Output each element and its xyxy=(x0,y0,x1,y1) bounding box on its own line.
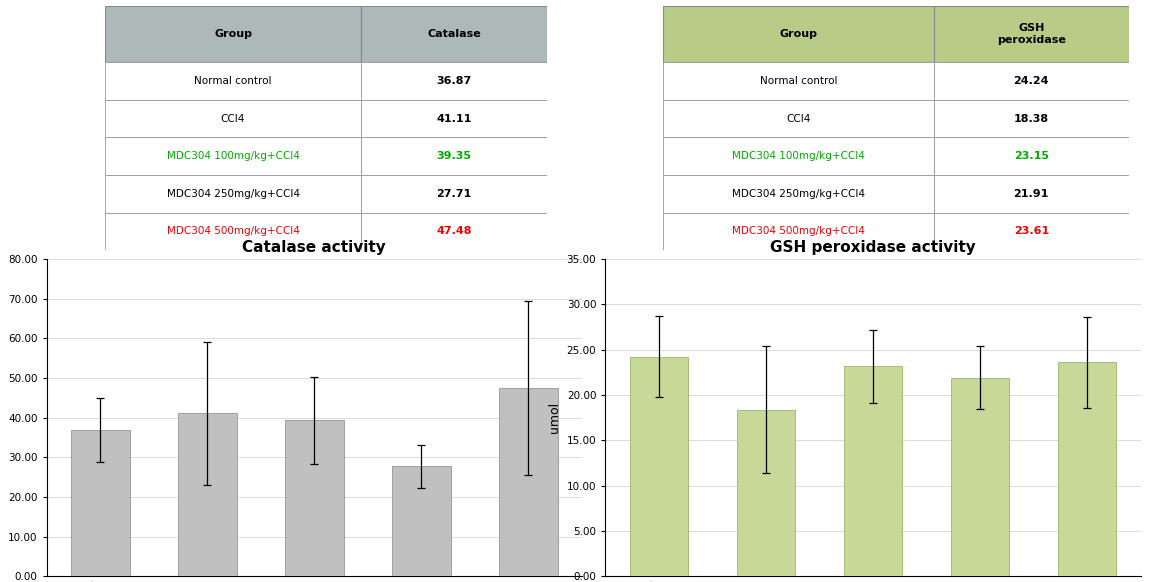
Text: Normal control: Normal control xyxy=(760,76,837,86)
FancyBboxPatch shape xyxy=(934,100,1129,137)
FancyBboxPatch shape xyxy=(361,137,547,175)
Bar xyxy=(844,367,902,576)
Text: GSH
peroxidase: GSH peroxidase xyxy=(996,23,1066,45)
FancyBboxPatch shape xyxy=(105,6,361,62)
Text: 41.11: 41.11 xyxy=(436,113,471,123)
Text: 23.61: 23.61 xyxy=(1014,226,1049,236)
Text: 24.24: 24.24 xyxy=(1014,76,1049,86)
Text: 36.87: 36.87 xyxy=(436,76,471,86)
FancyBboxPatch shape xyxy=(663,212,934,250)
Text: MDC304 100mg/kg+CCl4: MDC304 100mg/kg+CCl4 xyxy=(732,151,865,161)
Text: 47.48: 47.48 xyxy=(436,226,471,236)
FancyBboxPatch shape xyxy=(105,100,361,137)
Bar xyxy=(71,430,129,576)
Bar xyxy=(951,378,1009,576)
FancyBboxPatch shape xyxy=(934,62,1129,100)
Bar xyxy=(499,388,558,576)
Text: MDC304 500mg/kg+CCl4: MDC304 500mg/kg+CCl4 xyxy=(166,226,299,236)
Text: 21.91: 21.91 xyxy=(1014,189,1049,199)
FancyBboxPatch shape xyxy=(663,137,934,175)
Text: MDC304 250mg/kg+CCl4: MDC304 250mg/kg+CCl4 xyxy=(732,189,865,199)
Title: GSH peroxidase activity: GSH peroxidase activity xyxy=(771,240,975,255)
FancyBboxPatch shape xyxy=(361,62,547,100)
FancyBboxPatch shape xyxy=(105,62,361,100)
FancyBboxPatch shape xyxy=(361,175,547,212)
Text: MDC304 100mg/kg+CCl4: MDC304 100mg/kg+CCl4 xyxy=(166,151,299,161)
Text: CCl4: CCl4 xyxy=(787,113,810,123)
Bar xyxy=(737,410,795,576)
FancyBboxPatch shape xyxy=(934,212,1129,250)
FancyBboxPatch shape xyxy=(663,62,934,100)
Text: 18.38: 18.38 xyxy=(1014,113,1049,123)
FancyBboxPatch shape xyxy=(105,137,361,175)
Text: 23.15: 23.15 xyxy=(1014,151,1049,161)
FancyBboxPatch shape xyxy=(361,6,547,62)
FancyBboxPatch shape xyxy=(934,175,1129,212)
Text: MDC304 500mg/kg+CCl4: MDC304 500mg/kg+CCl4 xyxy=(732,226,865,236)
Text: 27.71: 27.71 xyxy=(436,189,471,199)
Bar xyxy=(1058,362,1116,576)
Text: 39.35: 39.35 xyxy=(436,151,471,161)
Bar xyxy=(392,466,450,576)
FancyBboxPatch shape xyxy=(934,6,1129,62)
Bar xyxy=(178,413,236,576)
FancyBboxPatch shape xyxy=(105,175,361,212)
FancyBboxPatch shape xyxy=(663,100,934,137)
Y-axis label: umol: umol xyxy=(0,402,2,433)
Text: Normal control: Normal control xyxy=(194,76,271,86)
Text: Group: Group xyxy=(214,29,253,39)
Bar xyxy=(285,420,343,576)
FancyBboxPatch shape xyxy=(361,100,547,137)
Text: Group: Group xyxy=(780,29,817,39)
FancyBboxPatch shape xyxy=(361,212,547,250)
Bar xyxy=(630,357,688,576)
Y-axis label: umol: umol xyxy=(548,402,561,433)
FancyBboxPatch shape xyxy=(663,175,934,212)
Text: MDC304 250mg/kg+CCl4: MDC304 250mg/kg+CCl4 xyxy=(166,189,299,199)
FancyBboxPatch shape xyxy=(663,6,934,62)
Text: CCl4: CCl4 xyxy=(221,113,246,123)
FancyBboxPatch shape xyxy=(105,212,361,250)
Text: Catalase: Catalase xyxy=(427,29,481,39)
Title: Catalase activity: Catalase activity xyxy=(242,240,386,255)
FancyBboxPatch shape xyxy=(934,137,1129,175)
